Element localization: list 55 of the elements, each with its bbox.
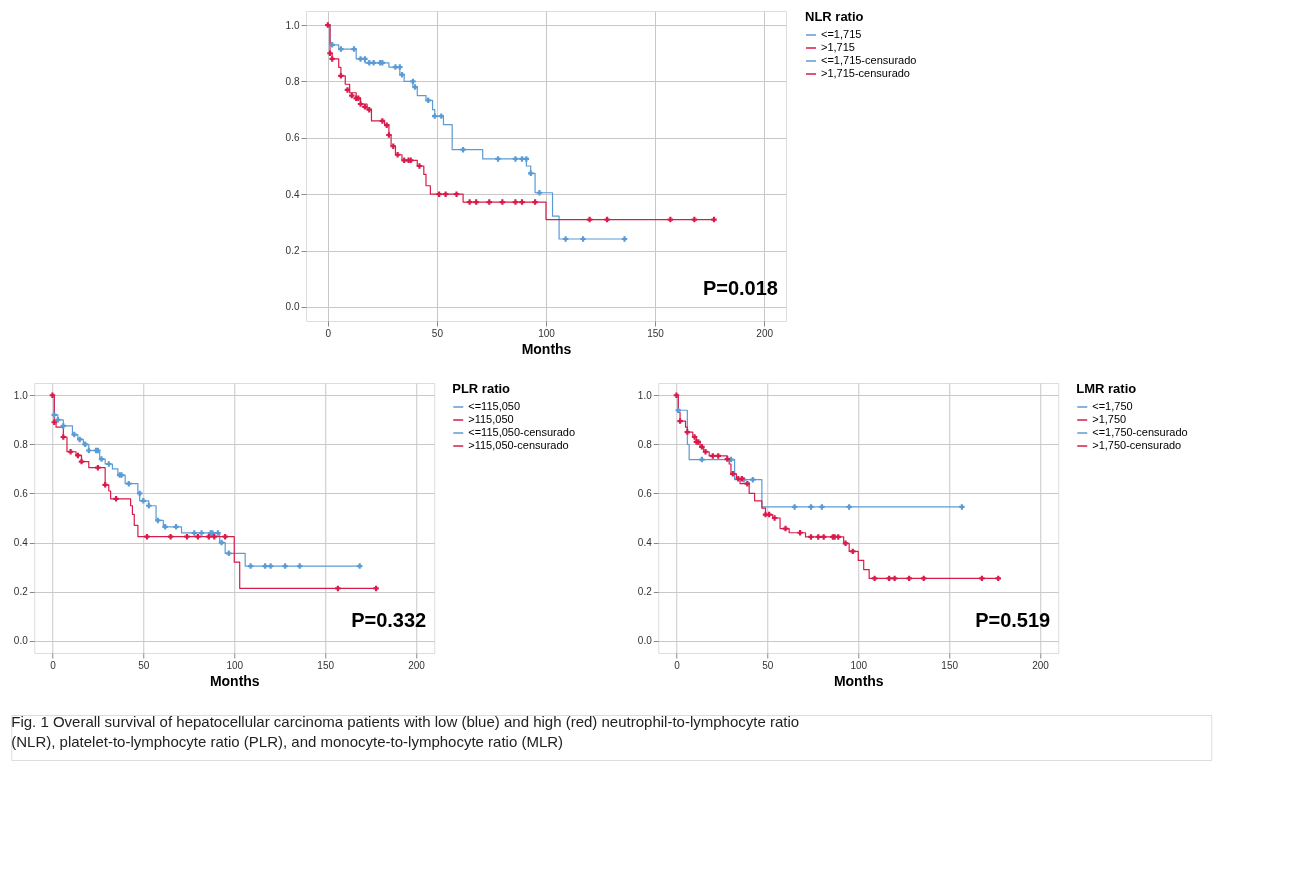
y-tick-label: 0.0 (13, 635, 29, 647)
x-tick-label: 200 (1032, 659, 1050, 671)
annotation: P=0.018 (702, 277, 778, 299)
legend-label: >1,750 (1092, 413, 1127, 425)
x-tick-label: 50 (138, 659, 150, 671)
legend-label: <=1,750-censurado (1092, 426, 1188, 438)
y-tick-label: 0.6 (637, 487, 653, 499)
y-tick-label: 0.0 (285, 301, 300, 313)
y-tick-label: 0.4 (285, 188, 300, 200)
y-tick-label: 0.6 (285, 132, 300, 144)
y-tick-label: 0.2 (637, 586, 653, 598)
x-tick-label: 150 (941, 659, 959, 671)
annotation: P=0.519 (975, 609, 1051, 631)
legend-title: LMR ratio (1076, 381, 1137, 396)
legend-label: <=1,715-censurado (821, 54, 917, 66)
x-tick-label: 0 (325, 327, 332, 339)
x-axis-title: Months (833, 672, 884, 689)
x-tick-label: 100 (850, 659, 868, 671)
legend-label: >1,750-censurado (1092, 439, 1182, 451)
x-tick-label: 0 (674, 659, 681, 671)
y-tick-label: 0.4 (637, 537, 653, 549)
x-axis-title: Months (521, 340, 572, 357)
x-tick-label: 100 (538, 327, 556, 339)
y-tick-label: 0.6 (13, 487, 29, 499)
caption: Fig. 1 Overall survival of hepatocellular carcinoma patients with low (blue) and high (red) neutrophil-to-lymphocyte ratio (NLR), platelet-to-lymphocyte ratio (PLR), and monocyte-to-lymphocyte ratio (MLR) (11, 713, 800, 750)
y-tick-label: 0.4 (13, 537, 29, 549)
y-tick-label: 1.0 (13, 389, 29, 401)
x-axis-title: Months (209, 672, 260, 689)
x-tick-label: 50 (431, 327, 444, 339)
y-tick-label: 0.2 (13, 586, 29, 598)
legend-label: <=115,050 (468, 400, 521, 412)
x-tick-label: 50 (762, 659, 774, 671)
x-tick-label: 0 (50, 659, 57, 671)
y-tick-label: 0.2 (285, 245, 300, 257)
y-tick-label: 0.0 (637, 635, 653, 647)
y-tick-label: 0.8 (285, 75, 300, 87)
legend-label: >115,050 (468, 413, 514, 425)
annotation: P=0.332 (351, 609, 427, 631)
legend-label: >115,050-censurado (468, 439, 569, 451)
legend-title: NLR ratio (805, 9, 864, 24)
x-tick-label: 200 (408, 659, 426, 671)
x-tick-label: 150 (647, 327, 665, 339)
x-tick-label: 200 (756, 327, 774, 339)
legend-label: <=115,050-censurado (468, 426, 576, 438)
y-tick-label: 0.8 (637, 438, 653, 450)
y-tick-label: 1.0 (285, 19, 300, 31)
x-tick-label: 150 (317, 659, 335, 671)
y-tick-label: 1.0 (637, 389, 653, 401)
legend-label: <=1,750 (1092, 400, 1133, 412)
legend-label: <=1,715 (821, 28, 862, 40)
y-tick-label: 0.8 (13, 438, 29, 450)
legend-label: >1,715-censurado (821, 67, 910, 79)
x-tick-label: 100 (226, 659, 244, 671)
legend-label: >1,715 (821, 41, 855, 53)
legend-title: PLR ratio (452, 381, 511, 396)
